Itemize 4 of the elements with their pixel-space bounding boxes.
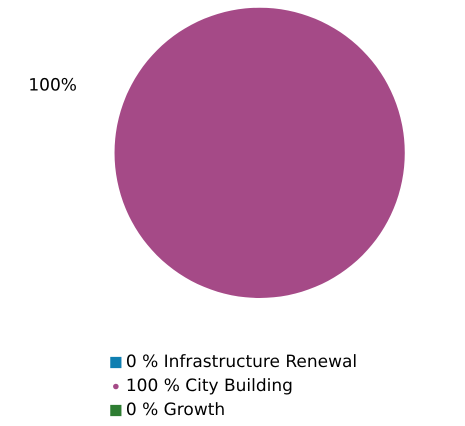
legend-label: 0 % Growth: [126, 400, 226, 420]
legend-label: 100 % City Building: [126, 376, 293, 396]
data-label: 100%: [28, 76, 77, 96]
legend-label: 0 % Infrastructure Renewal: [126, 352, 358, 372]
